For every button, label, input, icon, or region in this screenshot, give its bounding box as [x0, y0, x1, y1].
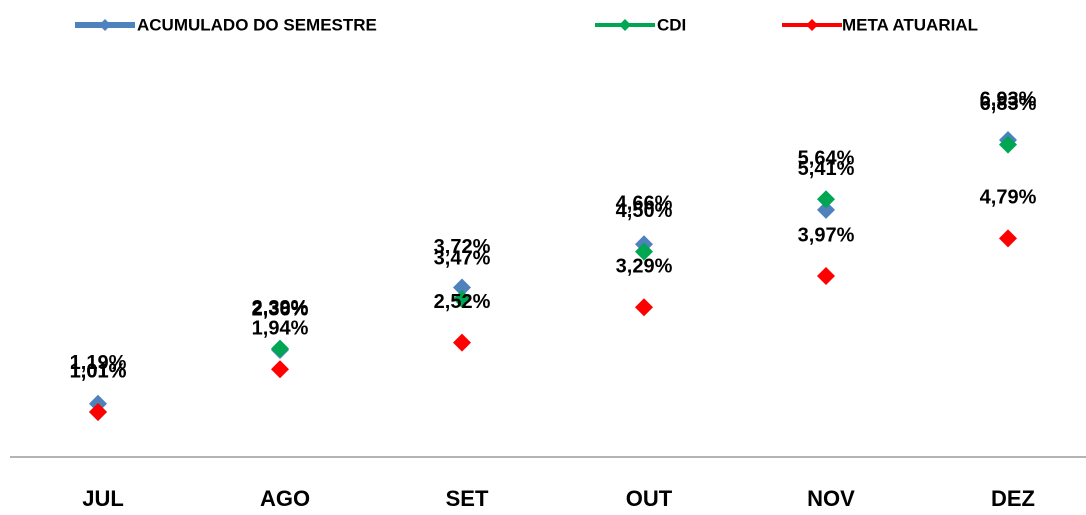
data-label: 3,97%	[798, 224, 855, 246]
data-label: 6,93%	[980, 88, 1037, 110]
point-marker	[635, 298, 653, 317]
point-marker	[453, 289, 471, 308]
data-label: 1,19%	[70, 352, 127, 374]
legend-label: CDI	[657, 15, 686, 34]
point-marker	[817, 267, 835, 285]
x-tick-label: AGO	[260, 486, 310, 511]
x-tick-label: NOV	[807, 486, 855, 511]
x-tick-label: DEZ	[991, 486, 1035, 511]
data-label: 3,72%	[434, 236, 491, 258]
legend-marker	[99, 19, 111, 31]
point-marker	[453, 333, 471, 352]
data-label: 4,79%	[980, 187, 1037, 209]
x-tick-label: OUT	[626, 486, 673, 511]
data-label: 1,01%	[70, 360, 127, 382]
point-marker	[89, 403, 107, 421]
data-label: 5,64%	[798, 148, 855, 170]
data-label: 4,50%	[616, 200, 673, 222]
point-marker	[817, 200, 835, 219]
x-tick-label: JUL	[82, 486, 124, 511]
data-label: 1,94%	[252, 318, 309, 340]
data-label: 3,29%	[616, 256, 673, 278]
legend-label: ACUMULADO DO SEMESTRE	[137, 15, 377, 34]
legend-label: META ATUARIAL	[842, 15, 978, 34]
point-marker	[271, 360, 289, 379]
point-marker	[635, 242, 653, 261]
point-marker	[817, 190, 835, 209]
data-label: 2,36%	[252, 298, 309, 320]
point-marker	[999, 229, 1017, 248]
data-label: 1,01%	[70, 360, 127, 382]
data-label: 5,41%	[798, 158, 855, 180]
data-label: 2,39%	[252, 297, 309, 319]
data-label: 4,66%	[616, 193, 673, 215]
point-marker	[271, 339, 289, 358]
point-marker	[999, 135, 1017, 154]
data-label: 6,83%	[980, 93, 1037, 115]
data-label: 2,52%	[434, 291, 491, 313]
legend-marker	[619, 19, 631, 31]
data-label: 3,47%	[434, 247, 491, 269]
point-marker	[453, 278, 471, 297]
legend-marker	[806, 19, 818, 31]
x-tick-label: SET	[446, 486, 489, 511]
